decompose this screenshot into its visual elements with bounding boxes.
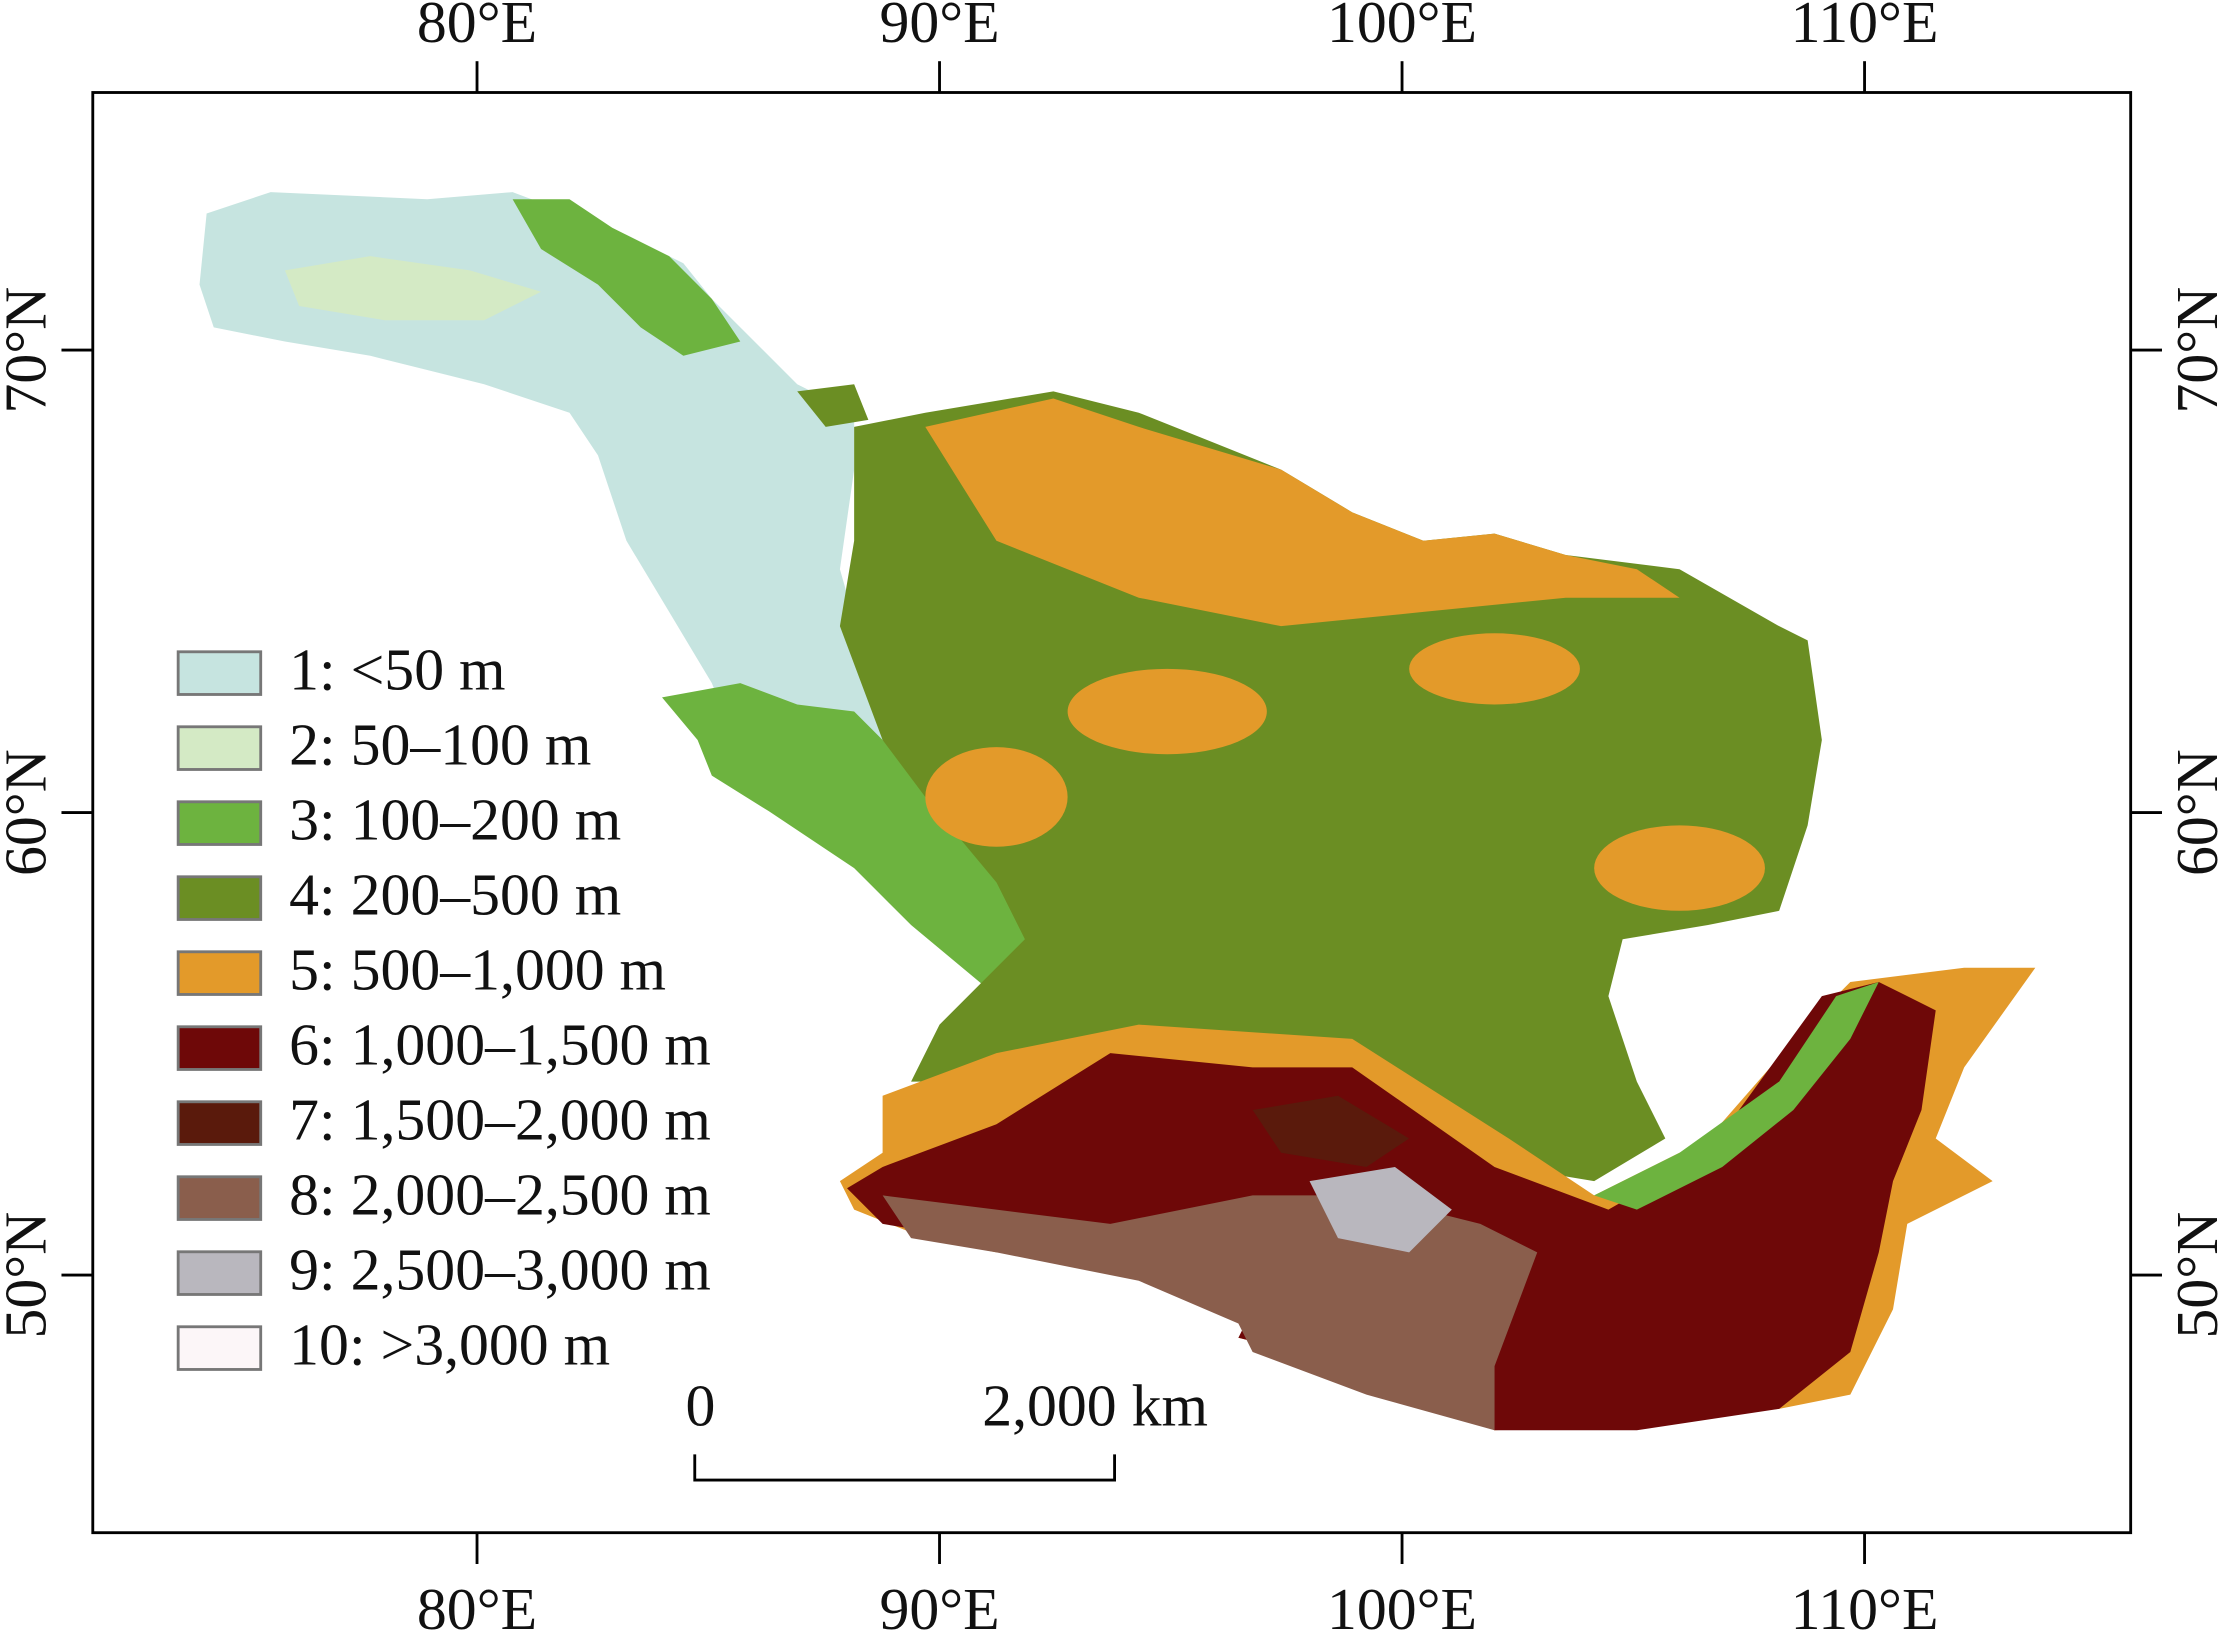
terrain-region [512,199,741,356]
terrain-region [1594,825,1765,911]
legend-label: 2: 50–100 m [289,712,591,778]
legend-label: 6: 1,000–1,500 m [289,1012,711,1078]
legend-swatch [176,1100,263,1146]
lat-label: 70°N [0,287,58,414]
lat-label: 70°N [2164,287,2230,414]
terrain-region [925,747,1068,847]
legend-swatch [176,875,263,921]
terrain-region [1252,1095,1410,1167]
lon-label: 80°E [417,0,537,55]
lon-label: 80°E [417,1576,537,1638]
legend-label: 4: 200–500 m [289,862,621,928]
terrain-region [1067,668,1267,755]
legend-swatch [176,1250,263,1296]
terrain-region [882,1195,1538,1431]
legend: 1: <50 m 2: 50–100 m 3: 100–200 m 4: 200–50… [176,637,711,1378]
scale-bar-start: 0 [686,1372,716,1438]
legend-swatch [176,950,263,996]
lon-label: 90°E [879,0,999,55]
scale-bar-end: 2,000 km [982,1372,1208,1438]
lat-label: 50°N [0,1212,58,1339]
terrain-region [662,683,1054,997]
legend-swatch [176,800,263,846]
lon-label: 110°E [1791,0,1939,55]
legend-label: 5: 500–1,000 m [289,937,666,1003]
legend-swatch [176,725,263,771]
lon-label: 110°E [1791,1576,1939,1638]
terrain-region [284,256,542,321]
terrain-region [925,398,1680,627]
terrain-region [797,384,869,427]
lon-label: 100°E [1327,1576,1477,1638]
legend-swatch [176,650,263,696]
lon-label: 90°E [879,1576,999,1638]
lat-label: 50°N [2164,1212,2230,1339]
scale-bar: 0 2,000 km [686,1372,1208,1482]
legend-label: 10: >3,000 m [289,1312,610,1378]
legend-label: 7: 1,500–2,000 m [289,1087,711,1153]
lat-label: 60°N [0,749,58,876]
legend-swatch [176,1175,263,1221]
tick-marks [61,61,2162,1564]
terrain-region [1309,1166,1452,1253]
scale-bar-line [693,1454,1116,1482]
legend-swatch [176,1325,263,1371]
legend-label: 8: 2,000–2,500 m [289,1162,711,1228]
terrain-region [1409,633,1580,705]
lon-label: 100°E [1327,0,1477,55]
terrain [199,192,2036,1431]
lat-label: 60°N [2164,749,2230,876]
legend-label: 1: <50 m [289,637,505,703]
legend-label: 9: 2,500–3,000 m [289,1237,711,1303]
legend-label: 3: 100–200 m [289,787,621,853]
legend-swatch [176,1025,263,1071]
